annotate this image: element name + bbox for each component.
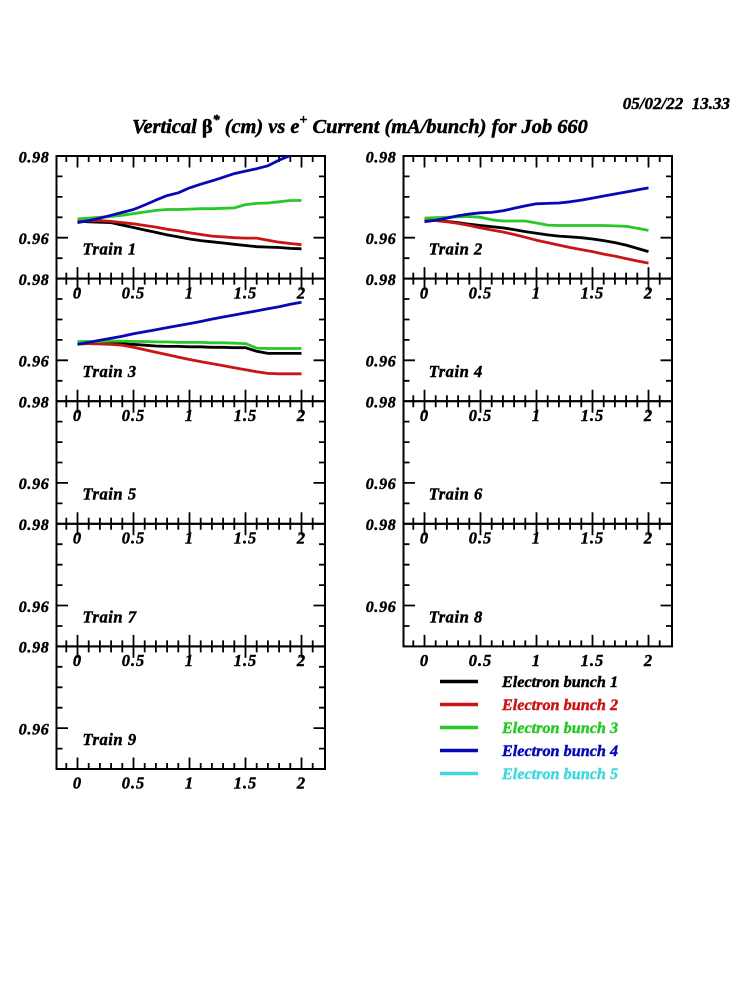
svg-text:0.96: 0.96 xyxy=(19,599,50,616)
svg-text:1.5: 1.5 xyxy=(234,529,258,548)
svg-text:Train 5: Train 5 xyxy=(83,485,137,504)
svg-text:Electron bunch 5: Electron bunch 5 xyxy=(501,765,618,783)
svg-text:1.5: 1.5 xyxy=(234,651,258,670)
svg-text:Electron bunch 1: Electron bunch 1 xyxy=(501,673,618,691)
svg-text:0: 0 xyxy=(73,651,82,670)
svg-text:0.5: 0.5 xyxy=(469,406,493,425)
svg-text:2: 2 xyxy=(296,406,306,425)
svg-text:0: 0 xyxy=(73,406,82,425)
svg-text:0.98: 0.98 xyxy=(19,517,50,534)
svg-text:0.96: 0.96 xyxy=(366,231,397,248)
svg-text:1: 1 xyxy=(532,651,541,670)
svg-text:0: 0 xyxy=(420,529,429,548)
svg-text:Train 9: Train 9 xyxy=(83,730,137,749)
svg-text:0.98: 0.98 xyxy=(19,272,50,289)
svg-text:1: 1 xyxy=(532,529,541,548)
svg-text:1.5: 1.5 xyxy=(234,283,258,302)
svg-text:Train 3: Train 3 xyxy=(83,362,137,381)
svg-text:0: 0 xyxy=(73,774,82,793)
svg-text:0.5: 0.5 xyxy=(122,529,146,548)
svg-text:0.98: 0.98 xyxy=(366,149,397,166)
svg-text:0.98: 0.98 xyxy=(19,149,50,166)
svg-text:1.5: 1.5 xyxy=(581,529,605,548)
svg-text:Train 1: Train 1 xyxy=(83,240,137,259)
svg-text:0.5: 0.5 xyxy=(122,651,146,670)
svg-text:1.5: 1.5 xyxy=(581,283,605,302)
svg-text:0.96: 0.96 xyxy=(366,476,397,493)
svg-text:Electron bunch 4: Electron bunch 4 xyxy=(501,742,618,760)
svg-text:0.96: 0.96 xyxy=(19,721,50,738)
svg-text:Train 8: Train 8 xyxy=(429,607,483,626)
svg-text:2: 2 xyxy=(643,283,653,302)
svg-text:0: 0 xyxy=(73,283,82,302)
svg-text:05/02/22 13.33: 05/02/22 13.33 xyxy=(623,94,731,113)
svg-text:2: 2 xyxy=(296,529,306,548)
svg-text:2: 2 xyxy=(643,651,653,670)
svg-text:0: 0 xyxy=(420,651,429,670)
svg-text:2: 2 xyxy=(643,529,653,548)
svg-text:0.96: 0.96 xyxy=(19,354,50,371)
svg-text:0.96: 0.96 xyxy=(19,231,50,248)
svg-text:0: 0 xyxy=(420,406,429,425)
svg-text:0.98: 0.98 xyxy=(19,640,50,657)
svg-text:Train 4: Train 4 xyxy=(429,362,483,381)
svg-text:1: 1 xyxy=(185,774,194,793)
svg-text:0.5: 0.5 xyxy=(469,529,493,548)
svg-text:0.96: 0.96 xyxy=(366,354,397,371)
svg-text:0.96: 0.96 xyxy=(366,599,397,616)
svg-text:1.5: 1.5 xyxy=(581,651,605,670)
svg-text:0.98: 0.98 xyxy=(366,272,397,289)
svg-text:1: 1 xyxy=(532,406,541,425)
svg-text:0.5: 0.5 xyxy=(122,774,146,793)
svg-text:0.5: 0.5 xyxy=(122,406,146,425)
svg-text:0: 0 xyxy=(420,283,429,302)
svg-text:1: 1 xyxy=(185,529,194,548)
svg-text:0.96: 0.96 xyxy=(19,476,50,493)
svg-text:0: 0 xyxy=(73,529,82,548)
svg-text:0.5: 0.5 xyxy=(122,283,146,302)
svg-text:Train 7: Train 7 xyxy=(83,607,137,626)
svg-text:Train 6: Train 6 xyxy=(429,485,483,504)
svg-text:2: 2 xyxy=(296,651,306,670)
svg-text:0.5: 0.5 xyxy=(469,651,493,670)
svg-text:1: 1 xyxy=(185,283,194,302)
svg-text:2: 2 xyxy=(296,283,306,302)
svg-text:Electron bunch 3: Electron bunch 3 xyxy=(501,719,618,737)
svg-text:0.98: 0.98 xyxy=(19,395,50,412)
svg-text:1: 1 xyxy=(532,283,541,302)
svg-text:1.5: 1.5 xyxy=(234,406,258,425)
svg-text:2: 2 xyxy=(296,774,306,793)
svg-text:1.5: 1.5 xyxy=(581,406,605,425)
svg-text:Electron bunch 2: Electron bunch 2 xyxy=(501,696,618,714)
svg-text:Train 2: Train 2 xyxy=(429,240,483,259)
svg-text:0.98: 0.98 xyxy=(366,395,397,412)
svg-text:0.5: 0.5 xyxy=(469,283,493,302)
svg-text:1: 1 xyxy=(185,651,194,670)
svg-text:1: 1 xyxy=(185,406,194,425)
svg-text:Vertical β* (cm) vs e+ Current: Vertical β* (cm) vs e+ Current (mA/bunch… xyxy=(132,113,588,138)
svg-text:2: 2 xyxy=(643,406,653,425)
svg-text:0.98: 0.98 xyxy=(366,517,397,534)
svg-text:1.5: 1.5 xyxy=(234,774,258,793)
